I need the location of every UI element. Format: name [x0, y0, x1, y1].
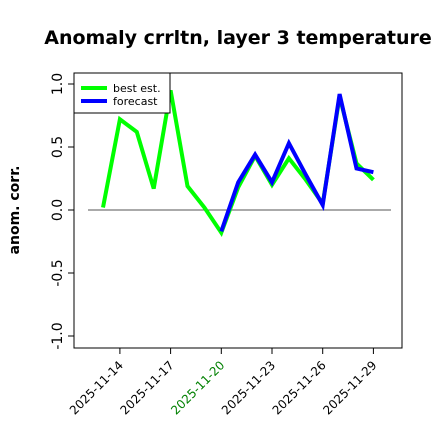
series-layer	[101, 89, 375, 238]
legend-box	[73, 72, 171, 114]
y-tick-label: -0.5	[50, 259, 66, 286]
x-tick-label: 2025-11-29	[320, 358, 379, 417]
series-line-forecast	[219, 93, 374, 233]
y-tick-label: 1.0	[50, 73, 66, 95]
legend-label-forecast: forecast	[113, 95, 158, 108]
legend-label-best-est: best est.	[113, 82, 161, 95]
y-tick-label: -1.0	[50, 322, 66, 349]
y-axis-ticks: -1.0 -0.5 0.0 0.5 1.0	[50, 73, 74, 350]
legend: best est. forecast	[73, 72, 171, 114]
x-axis-ticks: 2025-11-142025-11-172025-11-202025-11-23…	[67, 348, 380, 417]
y-tick-label: 0.5	[50, 136, 66, 158]
y-tick-label: 0.0	[50, 199, 66, 221]
chart-title: Anomaly crrltn, layer 3 temperature	[44, 27, 432, 49]
y-axis-label: anom. corr.	[7, 166, 23, 255]
